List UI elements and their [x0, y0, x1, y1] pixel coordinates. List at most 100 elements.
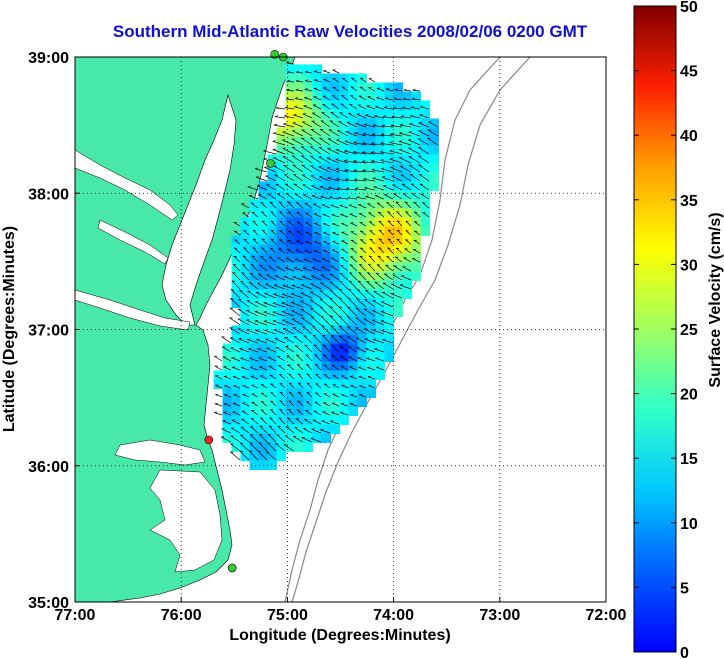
- velocity-vector-head: [350, 256, 354, 258]
- velocity-vector: [404, 201, 412, 209]
- velocity-vector: [297, 391, 304, 398]
- velocity-cell: [339, 343, 349, 353]
- velocity-vector-head: [320, 195, 324, 198]
- velocity-vector: [369, 247, 376, 254]
- velocity-vector: [365, 348, 376, 353]
- velocity-cell: [393, 163, 403, 173]
- velocity-vector-head: [319, 185, 323, 188]
- velocity-vector: [294, 427, 304, 434]
- velocity-cell: [285, 361, 295, 371]
- velocity-cell: [240, 433, 250, 443]
- velocity-vector: [285, 107, 295, 110]
- velocity-vector: [319, 186, 331, 191]
- velocity-cell: [249, 280, 259, 290]
- velocity-cell: [249, 325, 259, 335]
- velocity-vector-head: [374, 348, 378, 350]
- velocity-vector: [285, 193, 295, 200]
- velocity-vector: [314, 232, 322, 236]
- velocity-vector: [248, 195, 259, 200]
- velocity-vector: [243, 230, 250, 236]
- velocity-vector: [314, 241, 322, 245]
- velocity-vector: [270, 238, 277, 245]
- velocity-vector: [327, 138, 340, 146]
- velocity-cell: [357, 199, 367, 209]
- velocity-vector-head: [371, 142, 375, 145]
- velocity-vector: [375, 106, 385, 110]
- velocity-vector-head: [371, 159, 375, 162]
- velocity-vector-head: [393, 97, 397, 100]
- velocity-cell: [249, 289, 259, 299]
- velocity-vector: [364, 124, 376, 128]
- velocity-cell: [312, 415, 322, 425]
- velocity-vector: [214, 412, 223, 416]
- colorbar-tick-label: 10: [680, 516, 698, 533]
- velocity-vector-head: [294, 105, 298, 108]
- velocity-vector-head: [273, 293, 277, 295]
- velocity-vector-head: [297, 391, 301, 394]
- velocity-vector-head: [313, 249, 317, 252]
- velocity-cell: [330, 199, 340, 209]
- velocity-cell: [276, 226, 286, 236]
- velocity-cell: [258, 298, 268, 308]
- velocity-cell: [366, 181, 376, 191]
- velocity-cell: [339, 388, 349, 398]
- velocity-vector-head: [283, 123, 287, 125]
- velocity-vector: [250, 418, 259, 425]
- velocity-vector-head: [353, 169, 357, 172]
- velocity-cell: [348, 397, 358, 407]
- velocity-vector-head: [347, 316, 351, 318]
- velocity-vector: [304, 202, 313, 209]
- velocity-vector-head: [339, 288, 343, 291]
- velocity-cell: [231, 442, 241, 452]
- velocity-cell: [321, 424, 331, 434]
- colorbar-tick-label: 50: [680, 0, 698, 16]
- velocity-vector: [362, 170, 376, 173]
- velocity-vector: [260, 202, 268, 209]
- velocity-vector: [357, 357, 367, 362]
- velocity-vector-head: [331, 355, 335, 357]
- velocity-cell: [375, 181, 385, 191]
- velocity-vector-head: [323, 222, 327, 225]
- velocity-vector: [367, 96, 376, 101]
- velocity-vector: [313, 88, 322, 92]
- velocity-vector: [286, 258, 295, 263]
- velocity-vector: [273, 165, 286, 173]
- velocity-vector: [274, 338, 286, 344]
- velocity-vector: [282, 285, 295, 290]
- velocity-vector: [394, 89, 403, 92]
- velocity-cell: [366, 352, 376, 362]
- velocity-cell: [231, 334, 241, 344]
- velocity-vector: [322, 411, 331, 416]
- velocity-vector: [267, 193, 277, 200]
- velocity-vector: [286, 71, 295, 74]
- velocity-vector: [349, 104, 358, 110]
- velocity-vector-head: [302, 267, 306, 269]
- velocity-cell: [285, 64, 295, 74]
- velocity-cell: [411, 181, 421, 191]
- velocity-vector-head: [395, 247, 400, 250]
- velocity-cell: [312, 280, 322, 290]
- velocity-cell: [348, 406, 358, 416]
- velocity-cell: [285, 154, 295, 164]
- velocity-vector-head: [340, 213, 344, 215]
- velocity-vector: [247, 290, 259, 299]
- velocity-cell: [258, 460, 268, 470]
- velocity-cell: [222, 433, 232, 443]
- velocity-vector: [318, 176, 331, 182]
- velocity-cell: [240, 316, 250, 326]
- velocity-vector: [390, 167, 403, 173]
- velocity-vector: [332, 95, 340, 101]
- velocity-cell: [393, 91, 403, 101]
- velocity-vector: [344, 140, 358, 146]
- velocity-vector: [310, 299, 322, 308]
- velocity-vector: [340, 257, 349, 263]
- velocity-cell: [249, 307, 259, 317]
- velocity-vector: [347, 297, 358, 308]
- velocity-vector: [267, 356, 277, 362]
- velocity-vector-head: [338, 297, 342, 299]
- velocity-vector: [282, 139, 295, 146]
- velocity-cell: [303, 424, 313, 434]
- velocity-vector: [247, 339, 259, 344]
- velocity-vector-head: [371, 133, 375, 136]
